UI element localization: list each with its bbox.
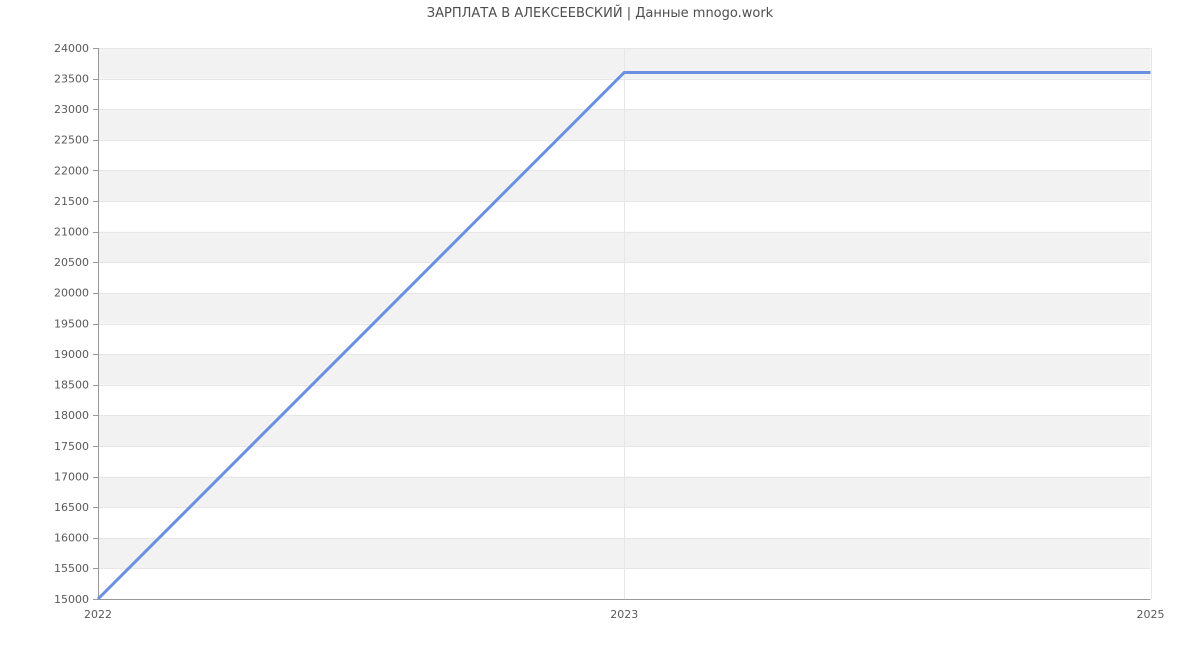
svg-text:24000: 24000	[54, 42, 89, 55]
svg-text:15000: 15000	[54, 593, 89, 606]
svg-text:22000: 22000	[54, 164, 89, 177]
svg-text:18500: 18500	[54, 379, 89, 392]
svg-text:2023: 2023	[610, 608, 638, 621]
svg-text:23000: 23000	[54, 103, 89, 116]
svg-text:20000: 20000	[54, 287, 89, 300]
svg-text:22500: 22500	[54, 134, 89, 147]
x-axis-labels: 2022 2023 2025	[84, 608, 1165, 621]
svg-text:20500: 20500	[54, 256, 89, 269]
svg-text:15500: 15500	[54, 562, 89, 575]
gridlines	[98, 48, 1152, 600]
svg-text:23500: 23500	[54, 72, 89, 85]
svg-text:16500: 16500	[54, 501, 89, 514]
svg-text:2022: 2022	[84, 608, 112, 621]
svg-text:21000: 21000	[54, 226, 89, 239]
y-axis-ticks	[93, 48, 98, 600]
y-axis-labels: 15000 15500 16000 16500 17000 17500 18000 18500…	[54, 42, 89, 606]
svg-text:19500: 19500	[54, 317, 89, 330]
series-line	[96, 70, 1151, 601]
chart-title: ЗАРПЛАТА В АЛЕКСЕЕВСКИЙ | Данные mnogo.w…	[426, 6, 774, 21]
svg-text:19000: 19000	[54, 348, 89, 361]
svg-text:17500: 17500	[54, 440, 89, 453]
svg-text:18000: 18000	[54, 409, 89, 422]
axes	[93, 48, 1151, 600]
svg-text:16000: 16000	[54, 532, 89, 545]
svg-text:2025: 2025	[1137, 608, 1165, 621]
svg-text:21500: 21500	[54, 195, 89, 208]
svg-text:17000: 17000	[54, 470, 89, 483]
